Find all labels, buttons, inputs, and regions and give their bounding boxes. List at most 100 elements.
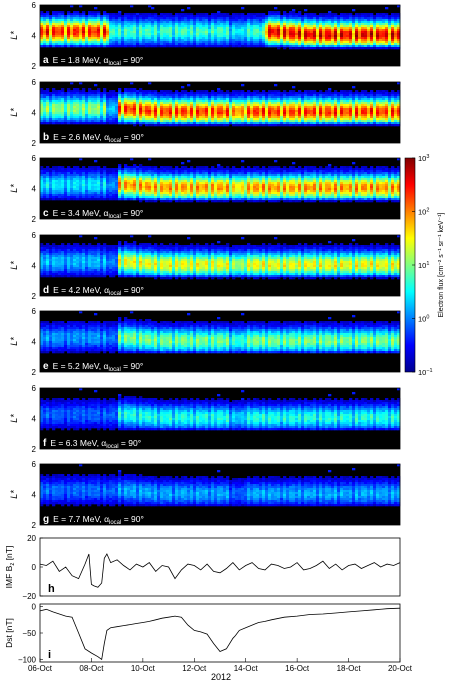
panel-frame [39,603,401,663]
panel-letter: f [43,438,47,449]
y-tick-label: 6 [32,78,37,87]
y-tick-label: 2 [32,215,37,224]
panel-energy-text: E = 1.8 MeV, α [53,55,109,65]
tick-exponent: 3 [426,154,429,160]
y-axis-title: L* [9,414,19,423]
tick-exponent: 1 [426,261,429,267]
panel-subscript: local [108,367,120,373]
x-tick-label: 12-Oct [182,664,207,673]
panel-angle-text: = 90° [121,514,144,524]
panel-label: d E = 4.2 MeV, αlocal = 90° [43,285,144,297]
y-axis-title: L* [9,490,19,499]
colorbar-tick-label: 10−1 [418,368,433,377]
panel-label: b E = 2.6 MeV, αlocal = 90° [43,132,144,144]
panel-angle-text: = 90° [119,438,142,448]
panel-letter: a [43,55,49,66]
panel-energy-text: E = 5.2 MeV, α [53,361,109,371]
y-tick-label: 2 [32,368,37,377]
y-tick-label: 6 [32,154,37,163]
tick-exponent: −1 [426,368,432,374]
panel-frame [39,537,401,597]
panel-energy-text: E = 6.3 MeV, α [50,438,106,448]
panel-energy-text: E = 3.4 MeV, α [53,208,109,218]
y-tick-label: 4 [32,32,37,41]
y-axis-title: IMF Bz [nT] [4,546,16,589]
panel-angle-text: = 90° [121,361,144,371]
y-axis-title: L* [9,261,19,270]
colorbar-tick-label: 100 [418,315,429,324]
y-tick-label: 6 [32,1,37,10]
panel-angle-text: = 90° [121,208,144,218]
panel-e: 2 4 6 L* e E = 5.2 MeV, αlocal = 90° [9,307,401,377]
panel-frame [39,463,401,526]
tick-base: 10 [418,315,426,324]
panel-c: 2 4 6 L* c E = 3.4 MeV, αlocal = 90° [9,154,401,224]
y-tick-label: 4 [32,109,37,118]
panel-letter: g [43,514,49,525]
y-tick-label: 6 [32,384,37,393]
y-tick-label: 4 [32,491,37,500]
y-tick-label: 4 [32,415,37,424]
y-tick-label: 0 [32,563,37,572]
panel-angle-text: = 90° [121,285,144,295]
panel-subscript: local [109,520,121,526]
panel-letter: c [43,208,49,219]
panel-letter: b [43,132,49,143]
y-tick-label: −100 [18,655,37,664]
panel-g: 2 4 6 L* g E = 7.7 MeV, αlocal = 90° [9,460,401,530]
y-tick-label: 2 [32,139,37,148]
series-line [39,553,401,588]
panel-label: g E = 7.7 MeV, αlocal = 90° [43,514,144,526]
panel-frame [39,387,401,450]
panel-i: −100 −50 0 Dst [nT] i [4,603,401,664]
y-tick-label: 2 [32,445,37,454]
y-axis-title: Dst [nT] [4,618,14,648]
x-tick-label: 14-Oct [234,664,259,673]
y-title-unit: [nT] [4,546,14,563]
panel-frame [39,234,401,297]
tick-base: 10 [418,368,426,377]
heatmap-cells [40,464,401,507]
panel-h: −20 0 20 IMF Bz [nT] h [4,534,401,601]
tick-base: 10 [418,208,426,217]
panel-subscript: local [106,444,118,450]
y-tick-label: 6 [32,307,37,316]
panel-frame [39,81,401,144]
x-axis: 06-Oct 08-Oct 10-Oct 12-Oct 14-Oct 16-Oct 18-O… [28,658,413,673]
x-tick-label: 10-Oct [131,664,156,673]
y-tick-label: 0 [32,603,37,612]
panel-letter: d [43,285,49,296]
panel-label: e E = 5.2 MeV, αlocal = 90° [43,361,143,373]
heatmap-cells [40,311,401,354]
heatmap-cells [40,158,401,203]
x-tick-label: 06-Oct [28,664,53,673]
panel-subscript: local [108,214,120,220]
y-axis-title: L* [9,108,19,117]
y-axis-title: L* [9,31,19,40]
tick-exponent: 2 [426,208,429,214]
y-tick-label: 20 [27,534,36,543]
panel-angle-text: = 90° [121,132,144,142]
panel-frame [39,157,401,220]
panel-frame [39,310,401,373]
panel-b: 2 4 6 L* b E = 2.6 MeV, αlocal = 90° [9,78,401,148]
panel-f: 2 4 6 L* f E = 6.3 MeV, αlocal = 90° [9,384,401,454]
y-tick-label: 4 [32,262,37,271]
heatmap-cells [40,5,401,50]
panel-angle-text: = 90° [121,55,144,65]
x-tick-label: 08-Oct [79,664,104,673]
y-axis-title: L* [9,337,19,346]
panel-letter: e [43,361,49,372]
x-tick-label: 16-Oct [285,664,310,673]
x-axis-title: 2012 [211,672,231,682]
panel-subscript: local [109,291,121,297]
tick-base: 10 [418,261,426,270]
y-tick-label: −20 [22,592,36,601]
panel-frame [39,4,401,67]
x-tick-label: 18-Oct [337,664,362,673]
y-axis-title: L* [9,184,19,193]
heatmap-cells [40,388,401,431]
y-tick-label: 4 [32,185,37,194]
